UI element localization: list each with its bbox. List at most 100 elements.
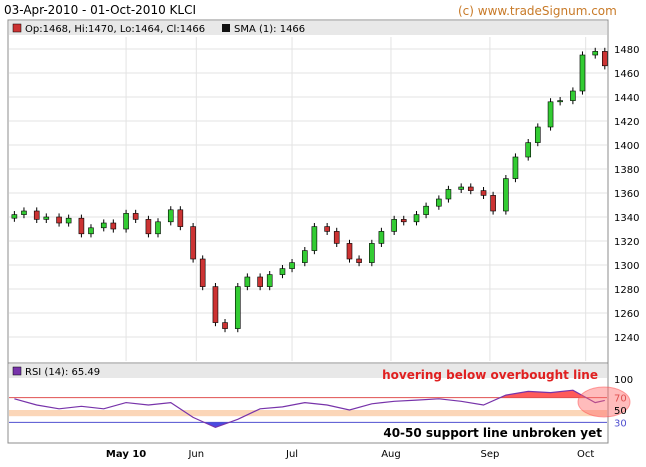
candle-body xyxy=(512,156,519,179)
candle-body xyxy=(534,126,541,143)
price-tick-label: 1400 xyxy=(614,141,639,152)
x-tick-label: Jul xyxy=(285,449,298,460)
candle-body xyxy=(490,195,496,212)
chart-title: 03-Apr-2010 - 01-Oct-2010 KLCI xyxy=(4,3,196,17)
price-tick-label: 1420 xyxy=(614,117,639,128)
candle-body xyxy=(33,210,40,220)
candle-body xyxy=(56,216,62,224)
x-tick-label: May 10 xyxy=(106,449,146,460)
candle-body xyxy=(88,227,94,235)
rsi-layer xyxy=(9,386,631,429)
price-panel-frame xyxy=(7,19,609,364)
candle-body xyxy=(244,276,251,287)
price-tick-label: 1360 xyxy=(614,189,639,200)
price-tick-label: 1280 xyxy=(614,285,639,296)
x-tick-label: Aug xyxy=(381,449,401,460)
candle-body xyxy=(266,274,273,287)
candle-body xyxy=(65,217,72,224)
price-grid xyxy=(9,37,607,361)
price-tick-label: 1300 xyxy=(614,261,639,272)
ohlc-swatch xyxy=(12,23,22,33)
candle-body xyxy=(222,322,228,329)
candle-body xyxy=(279,268,286,275)
sma-legend-label: SMA (1): 1466 xyxy=(234,24,305,35)
price-tick-label: 1440 xyxy=(614,93,639,104)
candle-body xyxy=(356,258,362,263)
candle-body xyxy=(503,178,509,212)
candle-body xyxy=(123,213,129,230)
candle-body xyxy=(78,217,85,235)
price-tick-label: 1380 xyxy=(614,165,639,176)
candle-body xyxy=(212,286,219,323)
candle-body xyxy=(557,100,563,103)
rsi-tick-label: 30 xyxy=(614,418,627,429)
x-axis: May 10 Jun Jul Aug Sep Oct xyxy=(106,449,594,460)
price-tick-label: 1260 xyxy=(614,309,639,320)
candle-body xyxy=(547,101,554,128)
candles xyxy=(11,47,608,333)
candle-body xyxy=(311,226,318,251)
candle-body xyxy=(234,286,241,329)
candle-body xyxy=(199,258,206,287)
candle-body xyxy=(570,90,576,101)
candle-body xyxy=(21,210,27,215)
candle-body xyxy=(289,262,295,269)
candle-body xyxy=(43,216,50,220)
support-band xyxy=(9,410,607,417)
candle-body xyxy=(167,209,174,223)
candle-body xyxy=(11,214,18,219)
candle-body xyxy=(110,222,117,230)
candle-body xyxy=(592,51,599,56)
candle-body xyxy=(145,219,152,235)
rsi-overbought-fill xyxy=(500,390,587,398)
candle-body xyxy=(602,51,608,67)
candle-body xyxy=(257,276,263,287)
candle-body xyxy=(155,221,161,235)
price-legend-bar xyxy=(9,21,607,35)
candle-body xyxy=(423,205,429,215)
x-tick-label: Oct xyxy=(577,449,594,460)
candle-body xyxy=(391,219,397,232)
candle-body xyxy=(100,222,107,229)
rsi-legend-label: RSI (14): 65.49 xyxy=(25,367,100,378)
candle-body xyxy=(324,226,330,232)
x-tick-label: Sep xyxy=(480,449,499,460)
price-tick-label: 1320 xyxy=(614,237,639,248)
candle-body xyxy=(333,231,340,244)
price-tick-label: 1240 xyxy=(614,333,639,344)
ohlc-legend-label: Op:1468, Hi:1470, Lo:1464, Cl:1466 xyxy=(25,24,205,35)
sma-swatch xyxy=(222,24,230,32)
candle-body xyxy=(302,250,308,263)
candle-body xyxy=(458,186,464,190)
rsi-tick-label: 50 xyxy=(614,406,627,417)
candle-body xyxy=(378,231,385,244)
candle-body xyxy=(525,142,532,158)
candle-body xyxy=(467,186,474,191)
candle-body xyxy=(445,189,452,200)
candle-body xyxy=(190,226,196,260)
support-annotation: 40-50 support line unbroken yet xyxy=(383,426,602,440)
candle-body xyxy=(579,54,586,92)
overbought-annotation: hovering below overbought line xyxy=(382,368,598,382)
rsi-highlight-ellipse xyxy=(577,386,631,418)
candle-body xyxy=(413,214,420,223)
price-tick-label: 1340 xyxy=(614,213,639,224)
x-tick-label: Jun xyxy=(187,449,204,460)
candle-body xyxy=(369,243,375,263)
candle-body xyxy=(436,198,442,207)
rsi-swatch xyxy=(12,366,22,376)
price-axis: 1240 1260 1280 1300 1320 1340 1360 1380 1400 1420… xyxy=(614,45,639,344)
rsi-legend-bar xyxy=(9,364,607,378)
copyright-link[interactable]: (c) www.tradeSignum.com xyxy=(458,4,617,18)
candle-body xyxy=(346,243,353,260)
candle-body xyxy=(177,209,184,227)
price-tick-label: 1460 xyxy=(614,69,639,80)
rsi-tick-label: 70 xyxy=(614,394,627,405)
rsi-tick-label: 100 xyxy=(614,375,633,386)
candle-body xyxy=(400,219,407,223)
candle-body xyxy=(132,213,139,220)
candle-body xyxy=(480,190,487,196)
price-tick-label: 1480 xyxy=(614,45,639,56)
